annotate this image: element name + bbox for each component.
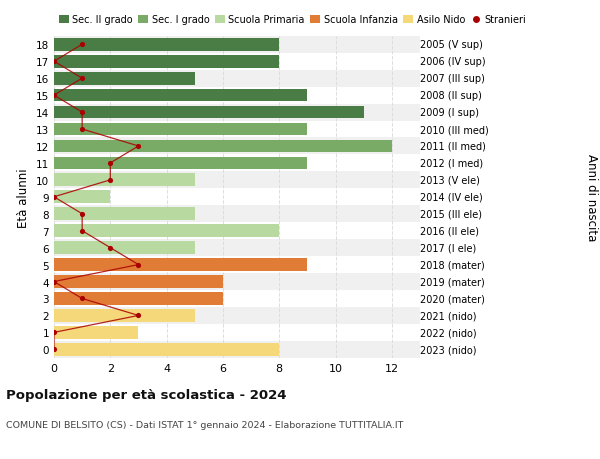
Point — [77, 228, 87, 235]
Point — [49, 278, 59, 285]
Text: 2011 (II med): 2011 (II med) — [420, 142, 486, 151]
Bar — [54, 341, 420, 358]
Bar — [54, 88, 420, 104]
Text: 2006 (IV sup): 2006 (IV sup) — [420, 57, 485, 67]
Bar — [54, 155, 420, 172]
Bar — [54, 121, 420, 138]
Point — [77, 109, 87, 117]
Bar — [54, 208, 195, 221]
Text: 2019 (mater): 2019 (mater) — [420, 277, 485, 287]
Bar — [54, 172, 420, 189]
Bar — [54, 225, 279, 238]
Bar — [54, 90, 307, 102]
Bar — [54, 174, 195, 187]
Bar — [54, 71, 420, 88]
Text: 2013 (V ele): 2013 (V ele) — [420, 175, 480, 185]
Text: 2022 (nido): 2022 (nido) — [420, 328, 476, 338]
Bar — [54, 307, 420, 324]
Bar — [54, 240, 420, 257]
Bar — [54, 206, 420, 223]
Text: 2018 (mater): 2018 (mater) — [420, 260, 485, 270]
Bar — [54, 73, 195, 85]
Bar — [54, 257, 420, 274]
Bar — [54, 259, 307, 271]
Bar — [54, 106, 364, 119]
Bar — [54, 123, 307, 136]
Bar — [54, 223, 420, 240]
Bar — [54, 324, 420, 341]
Text: 2017 (I ele): 2017 (I ele) — [420, 243, 476, 253]
Point — [77, 211, 87, 218]
Bar — [54, 104, 420, 121]
Bar — [54, 37, 420, 54]
Bar — [54, 326, 139, 339]
Text: Popolazione per età scolastica - 2024: Popolazione per età scolastica - 2024 — [6, 388, 287, 401]
Legend: Sec. II grado, Sec. I grado, Scuola Primaria, Scuola Infanzia, Asilo Nido, Stran: Sec. II grado, Sec. I grado, Scuola Prim… — [59, 16, 526, 25]
Point — [77, 295, 87, 302]
Text: 2009 (I sup): 2009 (I sup) — [420, 108, 479, 118]
Bar — [54, 242, 195, 254]
Point — [106, 245, 115, 252]
Point — [77, 126, 87, 134]
Bar — [54, 343, 279, 356]
Text: 2010 (III med): 2010 (III med) — [420, 125, 489, 135]
Bar — [54, 274, 420, 291]
Text: COMUNE DI BELSITO (CS) - Dati ISTAT 1° gennaio 2024 - Elaborazione TUTTITALIA.IT: COMUNE DI BELSITO (CS) - Dati ISTAT 1° g… — [6, 420, 403, 429]
Point — [49, 92, 59, 100]
Point — [49, 194, 59, 201]
Text: 2015 (III ele): 2015 (III ele) — [420, 209, 482, 219]
Text: 2012 (I med): 2012 (I med) — [420, 158, 483, 168]
Point — [77, 41, 87, 49]
Point — [77, 75, 87, 83]
Y-axis label: Età alunni: Età alunni — [17, 168, 31, 227]
Point — [106, 177, 115, 184]
Point — [134, 312, 143, 319]
Text: 2008 (II sup): 2008 (II sup) — [420, 91, 482, 101]
Point — [106, 160, 115, 167]
Text: Anni di nascita: Anni di nascita — [584, 154, 598, 241]
Bar — [54, 138, 420, 155]
Bar — [54, 291, 420, 307]
Text: 2005 (V sup): 2005 (V sup) — [420, 40, 483, 50]
Bar — [54, 140, 392, 153]
Text: 2007 (III sup): 2007 (III sup) — [420, 74, 485, 84]
Point — [49, 329, 59, 336]
Bar — [54, 292, 223, 305]
Point — [49, 58, 59, 66]
Bar — [54, 189, 420, 206]
Bar — [54, 191, 110, 204]
Text: 2023 (nido): 2023 (nido) — [420, 345, 476, 354]
Text: 2016 (II ele): 2016 (II ele) — [420, 226, 479, 236]
Bar — [54, 309, 195, 322]
Bar — [54, 39, 279, 51]
Bar — [54, 56, 279, 68]
Point — [49, 346, 59, 353]
Text: 2020 (mater): 2020 (mater) — [420, 294, 485, 304]
Point — [134, 261, 143, 269]
Bar — [54, 54, 420, 71]
Text: 2021 (nido): 2021 (nido) — [420, 311, 476, 321]
Bar — [54, 275, 223, 288]
Point — [134, 143, 143, 150]
Bar — [54, 157, 307, 170]
Text: 2014 (IV ele): 2014 (IV ele) — [420, 192, 483, 202]
